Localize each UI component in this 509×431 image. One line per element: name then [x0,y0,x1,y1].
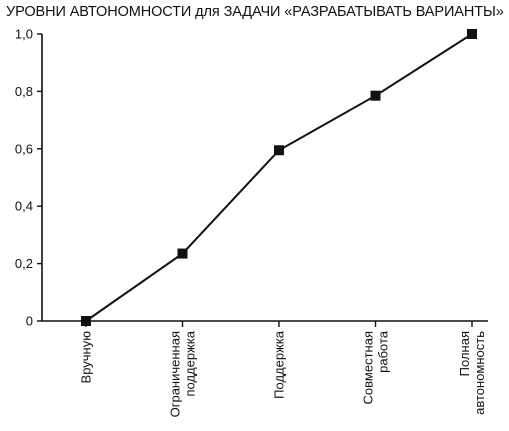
y-tick-label: 0,4 [15,199,33,214]
data-point-marker [274,145,284,156]
x-tick-label: работа [376,330,391,373]
y-tick-label: 0,6 [15,141,33,156]
y-tick-label: 1,0 [15,27,33,42]
y-tick-label: 0 [26,314,33,329]
x-tick-label: Совместная [361,331,376,404]
plot-group [81,29,477,326]
x-tick-label-group: Совместная работа [361,330,391,404]
x-tick-label: автономность [472,331,487,415]
y-tick-label: 0,2 [15,256,33,271]
x-tick-label-group: Ограниченная поддержка [168,330,198,417]
x-tick-label: Вручную [79,331,94,384]
x-tick-label: Полная [457,331,472,376]
x-tick-label-group: Полная автономность [457,331,487,415]
axes-group: 0 0,2 0,4 0,6 0,8 1,0 Вручную Ограниченная подде… [15,27,488,417]
data-point-marker [81,316,91,326]
y-tick-label: 0,8 [15,84,33,99]
series-line [85,33,473,322]
x-tick-label: Поддержка [272,330,287,399]
x-tick-label-group: Вручную [79,331,94,384]
x-tick-label: поддержка [183,330,198,396]
data-point-marker [370,90,381,101]
chart-title: УРОВНИ АВТОНОМНОСТИ для ЗАДАЧИ «РАЗРАБАТ… [6,4,504,20]
data-point-marker [177,248,188,259]
x-tick-label: Ограниченная [168,331,183,417]
x-tick-label-group: Поддержка [272,330,287,399]
data-point-marker [467,29,477,39]
